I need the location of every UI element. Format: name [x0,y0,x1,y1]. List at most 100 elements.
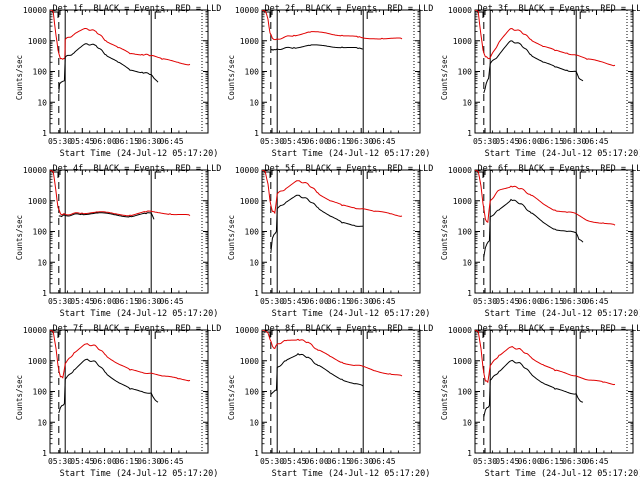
x-tick-label: 06:30 [349,137,373,146]
x-tick-label: 05:30 [473,137,497,146]
y-tick-label: 1000 [453,357,472,366]
plot-frame [474,329,634,454]
x-tick-label: 06:00 [305,297,329,306]
corner-bracket-marker [477,11,484,18]
plot-title: Det 1f, BLACK = Events, RED = LLD [53,4,222,14]
y-tick-label: 1000 [240,357,259,366]
x-tick-label: 06:45 [159,297,183,306]
x-tick-label: 06:00 [305,137,329,146]
y-tick-label: 10000 [448,326,472,335]
series-line-events [58,212,155,220]
series-line-events [270,44,364,51]
corner-bracket-marker [264,331,271,338]
y-axis-label: Counts/sec [15,215,24,260]
corner-bracket-marker [477,171,484,178]
x-tick-label: 06:45 [584,137,608,146]
series-line-lld [475,10,616,67]
x-tick-label: 05:30 [48,137,72,146]
series-line-lld [262,170,403,217]
x-axis-label: Start Time (24-Jul-12 05:17:20) [60,309,219,319]
y-tick-label: 1 [467,129,472,138]
series-line-events [483,40,584,94]
y-tick-label: 10 [249,258,259,267]
plot-title: Det 8f, BLACK = Events, RED = LLD [265,324,434,334]
corner-bracket-marker [579,171,587,179]
x-tick-label: 06:00 [518,137,542,146]
plot-title: Det 4f, BLACK = Events, RED = LLD [53,164,222,174]
corner-bracket-marker [52,331,59,338]
x-tick-label: 06:30 [562,137,586,146]
y-tick-label: 10000 [23,6,47,15]
y-tick-label: 10000 [235,6,259,15]
x-tick-label: 06:30 [137,457,161,466]
y-tick-label: 100 [245,228,260,237]
corner-bracket-marker [154,171,162,179]
y-axis-label: Counts/sec [15,375,24,420]
x-tick-label: 06:45 [371,457,395,466]
x-tick-label: 05:45 [282,457,306,466]
x-tick-label: 06:30 [349,297,373,306]
plot-contents [262,10,415,133]
y-tick-label: 1 [254,289,259,298]
x-tick-label: 05:45 [70,137,94,146]
y-tick-label: 1 [467,289,472,298]
plot-panel-1: 1 10 100 1000 10000 05:3005:4506:0006:1506:30… [15,4,221,159]
plot-frame [49,9,209,134]
series-line-events [58,358,159,414]
x-tick-label: 06:15 [327,137,351,146]
series-line-lld [50,330,191,382]
series-line-events [270,194,364,254]
y-tick-label: 100 [33,388,48,397]
corner-bracket-marker [52,11,59,18]
x-tick-label: 05:45 [495,297,519,306]
y-tick-label: 1000 [240,37,259,46]
y-axis-label: Counts/sec [227,55,236,100]
x-tick-label: 05:45 [70,297,94,306]
corner-bracket-marker [264,171,271,178]
y-tick-label: 10 [462,418,472,427]
x-axis-label: Start Time (24-Jul-12 05:17:20) [485,469,640,479]
series-line-lld [262,330,403,377]
x-tick-label: 06:15 [115,137,139,146]
y-tick-label: 10 [462,258,472,267]
x-axis-label: Start Time (24-Jul-12 05:17:20) [272,149,431,159]
y-tick-label: 1000 [453,37,472,46]
plot-frame [261,329,421,454]
x-tick-label: 05:45 [495,457,519,466]
x-tick-label: 06:15 [540,457,564,466]
y-tick-label: 100 [245,68,260,77]
x-tick-label: 06:30 [562,297,586,306]
y-tick-label: 1000 [28,357,47,366]
plot-frame [474,9,634,134]
x-tick-label: 06:00 [518,457,542,466]
series-line-events [483,198,584,257]
x-axis-label: Start Time (24-Jul-12 05:17:20) [272,309,431,319]
corner-bracket-marker [154,11,162,19]
x-tick-label: 05:30 [260,137,284,146]
x-tick-label: 06:45 [584,297,608,306]
y-tick-label: 10 [249,418,259,427]
y-tick-label: 1 [254,129,259,138]
y-tick-label: 10 [37,98,47,107]
series-line-lld [262,10,403,41]
y-tick-label: 100 [458,68,473,77]
plot-panel-8: 1 10 100 1000 10000 05:3005:4506:0006:1506:30… [227,324,433,479]
y-tick-label: 10 [37,418,47,427]
x-tick-label: 06:30 [137,297,161,306]
y-tick-label: 1000 [453,197,472,206]
x-tick-label: 05:30 [473,457,497,466]
y-tick-label: 10 [37,258,47,267]
x-axis-label: Start Time (24-Jul-12 05:17:20) [485,309,640,319]
plot-panel-6: 1 10 100 1000 10000 05:3005:4506:0006:1506:30… [440,164,640,319]
plot-panel-4: 1 10 100 1000 10000 05:3005:4506:0006:1506:30… [15,164,221,319]
y-tick-label: 1 [42,449,47,458]
x-tick-label: 06:15 [540,137,564,146]
x-tick-label: 06:15 [540,297,564,306]
y-tick-label: 1 [254,449,259,458]
y-tick-label: 1000 [28,37,47,46]
series-line-events [270,353,364,395]
series-line-lld [475,330,616,386]
x-tick-label: 05:45 [282,297,306,306]
